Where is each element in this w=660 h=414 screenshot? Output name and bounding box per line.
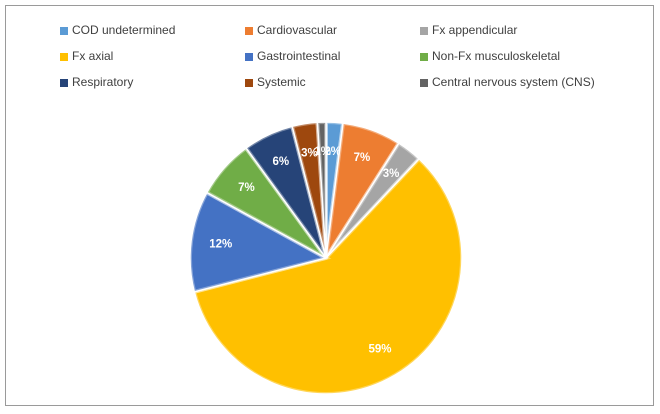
data-label: 3% (383, 168, 400, 180)
legend-swatch (420, 27, 428, 35)
data-label: 6% (273, 156, 290, 168)
legend-swatch (60, 79, 68, 87)
legend-swatch (245, 79, 253, 87)
data-label: 7% (354, 152, 371, 164)
legend-label: COD undetermined (72, 23, 175, 37)
legend-label: Central nervous system (CNS) (432, 75, 595, 89)
legend-label: Systemic (257, 75, 306, 89)
legend-swatch (60, 27, 68, 35)
legend-label: Cardiovascular (257, 23, 337, 37)
legend-swatch (60, 53, 68, 61)
data-label: 1% (314, 146, 331, 158)
data-label: 3% (301, 147, 318, 159)
legend-swatch (420, 53, 428, 61)
legend-swatch (245, 53, 253, 61)
legend-label: Respiratory (72, 75, 133, 89)
slice-edge (189, 191, 329, 293)
data-label: 7% (238, 182, 255, 194)
legend-label: Gastrointestinal (257, 49, 340, 63)
legend-label: Fx axial (72, 49, 113, 63)
data-label: 59% (368, 343, 391, 355)
legend-label: Non-Fx musculoskeletal (432, 49, 560, 63)
data-label: 12% (209, 239, 232, 251)
slice-edge (193, 157, 463, 395)
data-label: 2% (324, 146, 341, 158)
legend-swatch (245, 27, 253, 35)
slice-edge (316, 121, 327, 259)
legend-swatch (420, 79, 428, 87)
legend-label: Fx appendicular (432, 23, 517, 37)
